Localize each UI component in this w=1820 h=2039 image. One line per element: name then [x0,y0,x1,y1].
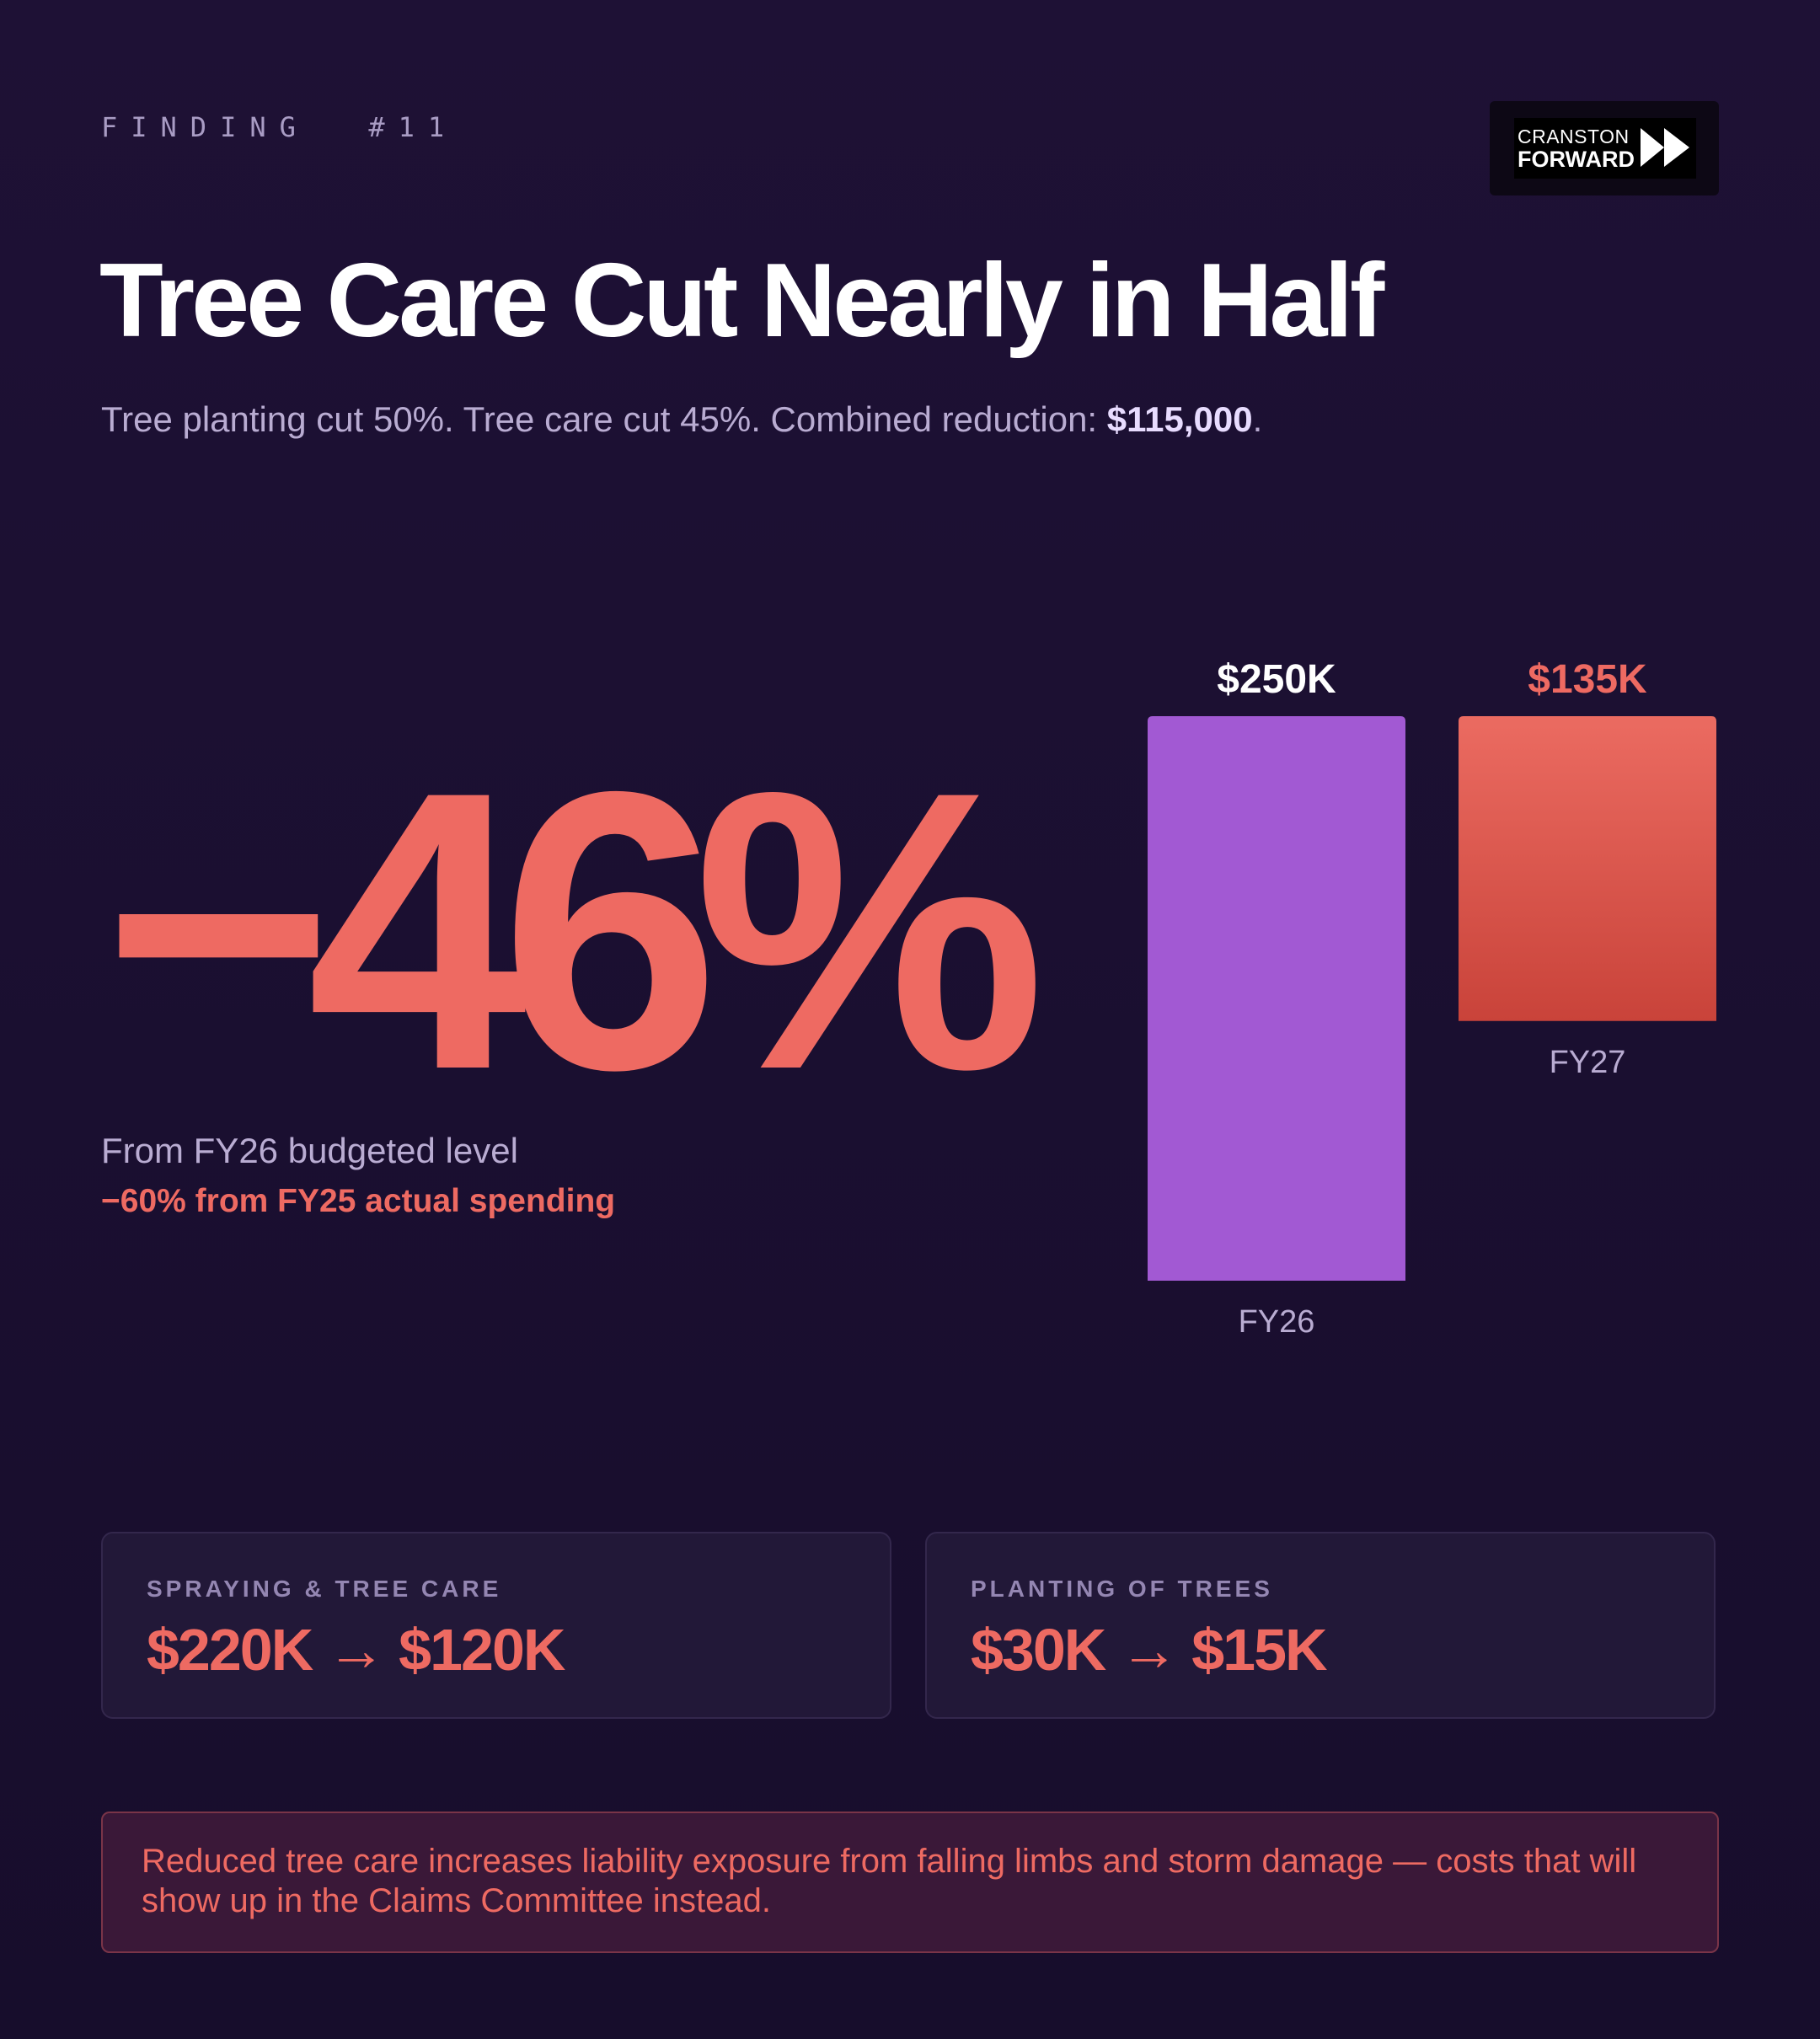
finding-number: FINDING #11 [101,111,458,143]
liability-warning: Reduced tree care increases liability ex… [101,1812,1719,1953]
page-subtitle: Tree planting cut 50%. Tree care cut 45%… [101,399,1262,440]
bar-value-label: $250K [1217,657,1336,702]
subtitle-text: Tree planting cut 50%. Tree care cut 45%… [101,399,1107,439]
logo-text-line2: FORWARD [1518,147,1635,172]
card-label: SPRAYING & TREE CARE [147,1576,502,1602]
bar-category-label: FY26 [1239,1304,1315,1340]
logo-mark: CRANSTON FORWARD [1514,118,1696,179]
card-value: $30K → $15K [971,1617,1328,1683]
bar-fy26 [1148,716,1405,1281]
subtitle-highlight: $115,000 [1106,399,1253,439]
card-label: PLANTING OF TREES [971,1576,1273,1602]
bar-fy27 [1459,716,1716,1021]
planting-trees-card: PLANTING OF TREES $30K → $15K [925,1532,1716,1719]
stat-note-secondary: −60% from FY25 actual spending [101,1183,616,1219]
subtitle-end: . [1252,399,1263,439]
bar-value-label: $135K [1528,657,1647,702]
cranston-forward-logo: CRANSTON FORWARD [1490,101,1719,195]
spraying-tree-care-card: SPRAYING & TREE CARE $220K → $120K [101,1532,891,1719]
bar-category-label: FY27 [1550,1045,1626,1080]
page-title: Tree Care Cut Nearly in Half [99,243,1384,359]
stat-note: From FY26 budgeted level [101,1131,518,1170]
card-value: $220K → $120K [147,1617,565,1683]
percent-change-stat: −46% [103,709,1046,1152]
fast-forward-icon [1641,128,1689,167]
logo-text-line1: CRANSTON [1518,126,1630,147]
budget-bar-chart: $250K FY26 $135K FY27 [1148,657,1716,1340]
